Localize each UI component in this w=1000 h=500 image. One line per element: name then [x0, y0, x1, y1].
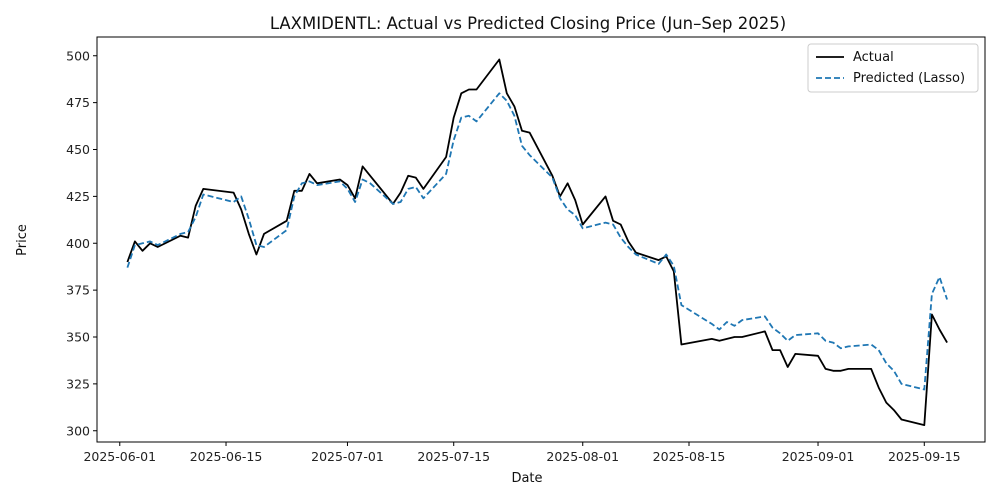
- y-tick-label: 325: [66, 376, 90, 391]
- x-tick-label: 2025-07-15: [417, 449, 490, 464]
- series-line-actual: [126, 58, 948, 427]
- series-line-predicted: [126, 92, 948, 391]
- x-tick-label: 2025-09-15: [888, 449, 961, 464]
- legend: Actual Predicted (Lasso): [807, 43, 979, 93]
- x-axis-ticks: 2025-06-01 2025-06-15 2025-07-01 2025-07-15…: [83, 442, 961, 464]
- x-tick-label: 2025-06-15: [190, 449, 263, 464]
- series-layer: [126, 58, 948, 427]
- y-axis-ticks: 300 325 350 375 400 425 450 475 500: [66, 48, 97, 438]
- y-tick-label: 475: [66, 95, 90, 110]
- y-axis-label: Price: [15, 224, 30, 256]
- x-tick-label: 2025-09-01: [782, 449, 855, 464]
- y-tick-label: 400: [66, 236, 90, 251]
- y-tick-label: 375: [66, 283, 90, 298]
- y-tick-label: 425: [66, 189, 90, 204]
- x-tick-label: 2025-08-15: [653, 449, 726, 464]
- x-tick-label: 2025-06-01: [83, 449, 156, 464]
- y-tick-label: 350: [66, 330, 90, 345]
- y-tick-label: 450: [66, 142, 90, 157]
- y-tick-label: 300: [66, 423, 90, 438]
- legend-label-actual: Actual: [853, 50, 894, 65]
- legend-box: [807, 43, 979, 93]
- y-tick-label: 500: [66, 48, 90, 63]
- legend-label-predicted: Predicted (Lasso): [853, 71, 965, 86]
- x-tick-label: 2025-07-01: [311, 449, 384, 464]
- x-axis-label: Date: [511, 471, 542, 486]
- plot-frame: [96, 36, 986, 443]
- chart-title: LAXMIDENTL: Actual vs Predicted Closing …: [270, 14, 786, 33]
- x-tick-label: 2025-08-01: [546, 449, 619, 464]
